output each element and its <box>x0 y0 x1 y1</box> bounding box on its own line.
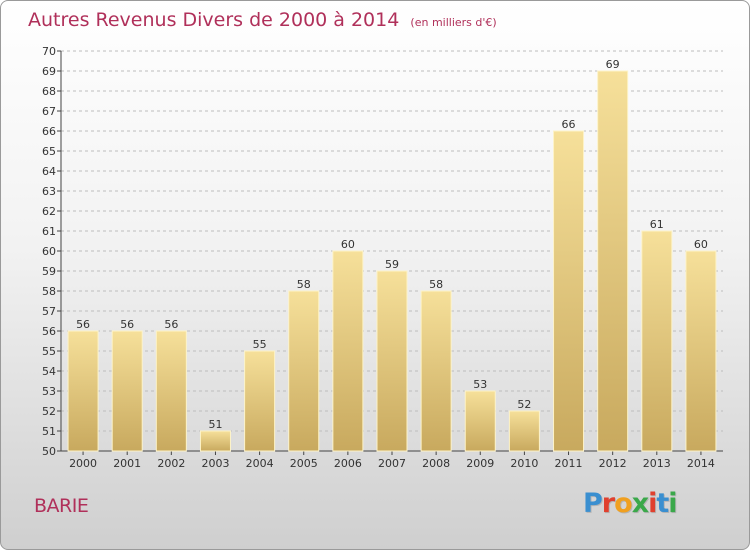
bar-2014 <box>685 250 717 452</box>
x-tick-label-2011: 2011 <box>555 457 583 470</box>
data-label-2013: 61 <box>650 218 664 231</box>
data-label-2009: 53 <box>473 378 487 391</box>
x-tick-label-2012: 2012 <box>599 457 627 470</box>
x-tick-label-2003: 2003 <box>201 457 229 470</box>
bar-2001 <box>111 330 143 452</box>
data-label-2010: 52 <box>517 398 531 411</box>
logo-letter: r <box>601 488 615 519</box>
y-tick-label: 51 <box>42 425 56 438</box>
bar-2005 <box>288 290 320 452</box>
y-tick-label: 66 <box>42 125 56 138</box>
bar-2008 <box>420 290 452 452</box>
y-tick-label: 56 <box>42 325 56 338</box>
bar-2010 <box>508 410 540 452</box>
bar-2007 <box>376 270 408 452</box>
y-tick-label: 57 <box>42 305 56 318</box>
y-tick-label: 70 <box>42 45 56 58</box>
data-label-2007: 59 <box>385 258 399 271</box>
data-label-2004: 55 <box>253 338 267 351</box>
y-tick-label: 52 <box>42 405 56 418</box>
bar-2006 <box>332 250 364 452</box>
y-tick-label: 59 <box>42 265 56 278</box>
y-tick-label: 60 <box>42 245 56 258</box>
bar-2013 <box>641 230 673 452</box>
x-tick-label-2002: 2002 <box>157 457 185 470</box>
y-tick-label: 50 <box>42 445 56 458</box>
commune-name: BARIE <box>34 495 89 517</box>
data-label-2000: 56 <box>76 318 90 331</box>
x-tick-label-2007: 2007 <box>378 457 406 470</box>
y-tick-label: 61 <box>42 225 56 238</box>
data-label-2008: 58 <box>429 278 443 291</box>
data-label-2014: 60 <box>694 238 708 251</box>
logo-letter: i <box>648 488 657 519</box>
x-tick-label-2009: 2009 <box>466 457 494 470</box>
bar-2012 <box>597 70 629 452</box>
bar-2011 <box>553 130 585 452</box>
data-label-2005: 58 <box>297 278 311 291</box>
data-label-2006: 60 <box>341 238 355 251</box>
data-label-2001: 56 <box>120 318 134 331</box>
y-tick-label: 55 <box>42 345 56 358</box>
y-tick-label: 64 <box>42 165 56 178</box>
y-tick-label: 65 <box>42 145 56 158</box>
chart-title-group: Autres Revenus Divers de 2000 à 2014 (en… <box>28 9 497 31</box>
logo-letter: x <box>631 488 649 519</box>
x-tick-label-2000: 2000 <box>69 457 97 470</box>
y-tick-label: 62 <box>42 205 56 218</box>
y-tick-label: 69 <box>42 65 56 78</box>
logo-letter: t <box>656 488 669 519</box>
bar-2002 <box>155 330 187 452</box>
data-label-2002: 56 <box>164 318 178 331</box>
bar-2003 <box>199 430 231 452</box>
x-tick-label-2014: 2014 <box>687 457 715 470</box>
data-label-2003: 51 <box>208 418 222 431</box>
y-tick-label: 68 <box>42 85 56 98</box>
chart-title: Autres Revenus Divers de 2000 à 2014 <box>28 9 400 31</box>
x-tick-label-2010: 2010 <box>510 457 538 470</box>
x-tick-label-2001: 2001 <box>113 457 141 470</box>
logo-letter: P <box>583 488 603 519</box>
bar-2000 <box>67 330 99 452</box>
bar-2004 <box>244 350 276 452</box>
bars <box>67 70 717 452</box>
data-label-2012: 69 <box>606 58 620 71</box>
x-tick-label-2004: 2004 <box>246 457 274 470</box>
x-tick-label-2008: 2008 <box>422 457 450 470</box>
bar-2009 <box>464 390 496 452</box>
logo-letter: i <box>668 488 677 519</box>
x-tick-label-2005: 2005 <box>290 457 318 470</box>
y-tick-label: 54 <box>42 365 56 378</box>
y-tick-label: 67 <box>42 105 56 118</box>
labels: 50 51 52 53 54 55 56 57 58 59 60 61 62 63 64 65 66 67 68 69… <box>42 45 715 470</box>
proxiti-logo: Proxiti <box>583 488 678 519</box>
y-tick-label: 53 <box>42 385 56 398</box>
x-tick-label-2006: 2006 <box>334 457 362 470</box>
y-tick-label: 63 <box>42 185 56 198</box>
x-tick-label-2013: 2013 <box>643 457 671 470</box>
chart-subtitle: (en milliers d'€) <box>410 16 497 29</box>
y-tick-label: 58 <box>42 285 56 298</box>
logo-letter: o <box>614 488 633 519</box>
data-label-2011: 66 <box>562 118 576 131</box>
